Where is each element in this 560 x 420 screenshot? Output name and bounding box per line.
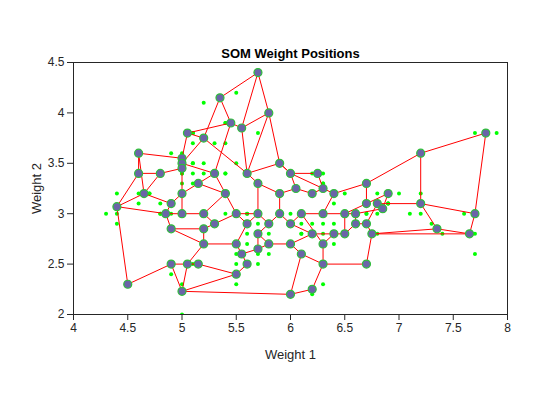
- svg-text:3.5: 3.5: [48, 156, 65, 170]
- svg-text:7.5: 7.5: [445, 321, 462, 335]
- svg-text:7: 7: [396, 321, 403, 335]
- svg-text:2.5: 2.5: [48, 257, 65, 271]
- svg-text:3: 3: [58, 207, 65, 221]
- svg-text:SOM Weight Positions: SOM Weight Positions: [221, 46, 359, 61]
- svg-text:4.5: 4.5: [119, 321, 136, 335]
- svg-text:5.5: 5.5: [228, 321, 245, 335]
- svg-text:6: 6: [287, 321, 294, 335]
- svg-text:8: 8: [504, 321, 511, 335]
- svg-text:2: 2: [58, 307, 65, 321]
- svg-text:4: 4: [58, 106, 65, 120]
- svg-text:5: 5: [179, 321, 186, 335]
- svg-text:4: 4: [70, 321, 77, 335]
- svg-text:Weight 1: Weight 1: [265, 347, 316, 362]
- svg-text:6.5: 6.5: [336, 321, 353, 335]
- svg-text:4.5: 4.5: [48, 55, 65, 69]
- svg-text:Weight 2: Weight 2: [29, 163, 44, 214]
